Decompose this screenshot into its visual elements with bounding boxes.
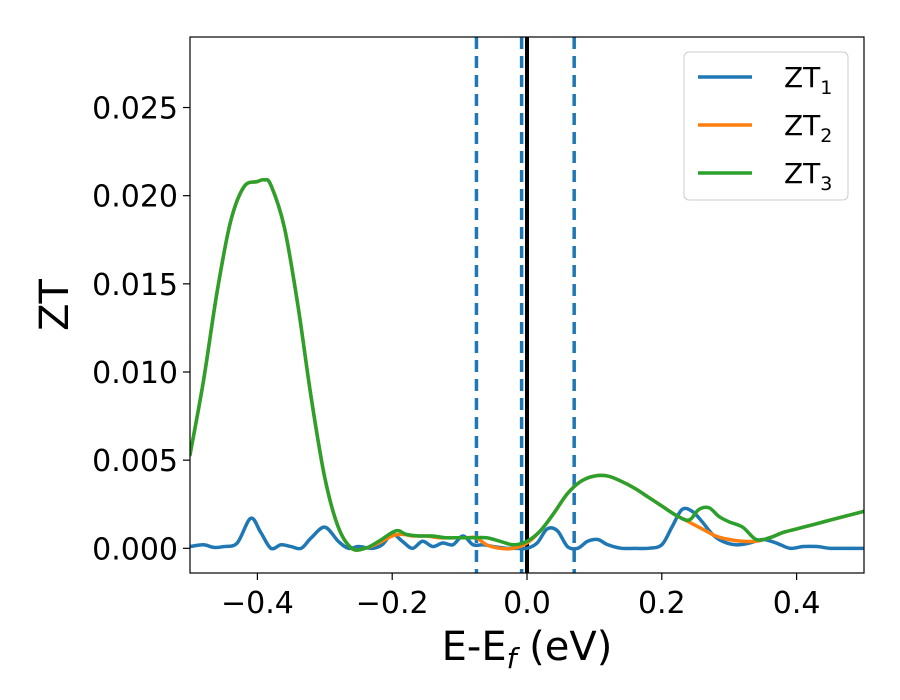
x-axis-label-unit: (eV): [516, 624, 612, 670]
y-tick-label: 0.020: [92, 180, 178, 215]
x-tick-label: 0.0: [503, 586, 551, 621]
legend-label-zt1: ZT1: [784, 61, 832, 99]
y-tick-label: 0.010: [92, 356, 178, 391]
y-tick-label: 0.005: [92, 444, 178, 479]
x-tick-label: −0.2: [356, 586, 429, 621]
x-tick-label: 0.4: [773, 586, 821, 621]
y-tick-label: 0.025: [92, 92, 178, 127]
x-tick-label: −0.4: [221, 586, 294, 621]
legend-label-zt2: ZT2: [784, 109, 832, 147]
legend: ZT1 ZT2 ZT3: [683, 51, 849, 201]
legend-label-zt3: ZT3: [784, 157, 832, 195]
y-axis-label: ZT: [32, 279, 78, 331]
x-axis-label: E-Ef (eV): [442, 624, 613, 675]
y-tick-label: 0.000: [92, 532, 178, 567]
series-line-zt3: [190, 177, 864, 552]
legend-box: [683, 51, 849, 201]
y-tick-label: 0.015: [92, 268, 178, 303]
x-tick-label: 0.2: [638, 586, 686, 621]
